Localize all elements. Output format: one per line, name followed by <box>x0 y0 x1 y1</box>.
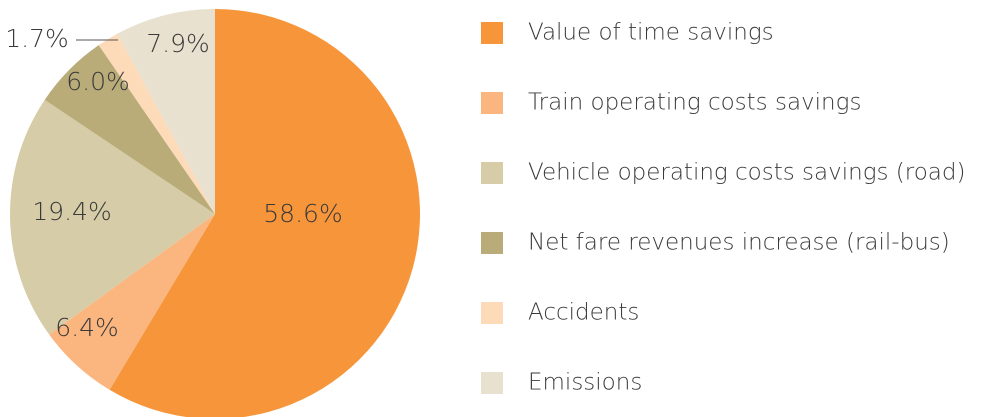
pie-slice <box>44 45 215 215</box>
legend-label: Train operating costs savings <box>528 90 861 116</box>
data-label: 58.6% <box>263 199 342 228</box>
pie-slice <box>98 33 215 214</box>
legend-swatch <box>481 92 503 114</box>
legend-swatch <box>481 302 503 324</box>
legend-swatch <box>481 232 503 254</box>
legend-label: Value of time savings <box>528 20 774 46</box>
data-label: 7.9% <box>146 29 210 58</box>
pie-slice <box>117 8 215 214</box>
legend-label: Net fare revenues increase (rail-bus) <box>528 230 950 256</box>
legend-swatch <box>481 22 503 44</box>
data-label: 6.4% <box>55 313 119 342</box>
pie-slice <box>109 9 420 417</box>
legend-label: Accidents <box>528 300 639 326</box>
pie-slice <box>49 214 215 390</box>
data-label: 6.0% <box>66 67 130 96</box>
data-label: 19.4% <box>32 197 111 226</box>
legend-label: Vehicle operating costs savings (road) <box>528 160 965 186</box>
legend-swatch <box>481 372 503 394</box>
data-label: 1.7% <box>5 24 69 53</box>
legend-label: Emissions <box>528 370 642 396</box>
pie-slice <box>9 99 215 335</box>
legend-swatch <box>481 162 503 184</box>
